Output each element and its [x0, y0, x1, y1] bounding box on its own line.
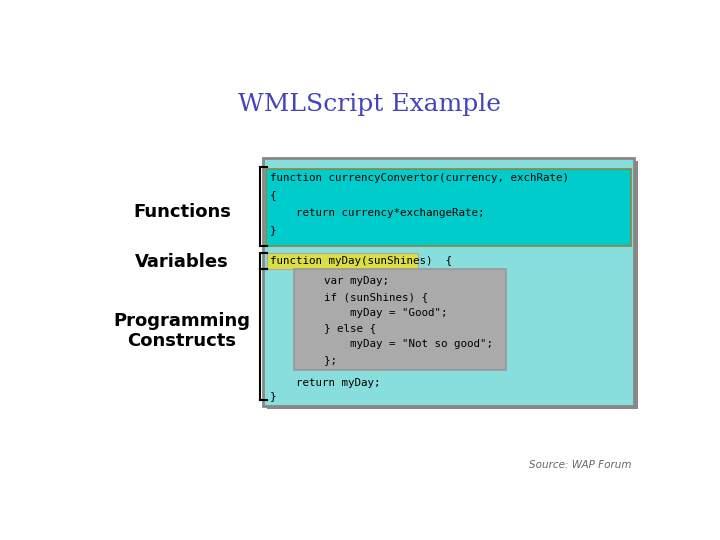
Text: function currencyConvertor(currency, exchRate): function currencyConvertor(currency, exc…	[270, 173, 569, 183]
Text: return myDay;: return myDay;	[270, 378, 380, 388]
Text: myDay = "Not so good";: myDay = "Not so good";	[297, 339, 492, 349]
Text: };: };	[297, 355, 336, 365]
Text: if (sunShines) {: if (sunShines) {	[297, 292, 428, 302]
Bar	[263, 158, 634, 406]
Text: myDay = "Good";: myDay = "Good";	[297, 308, 447, 318]
Text: var myDay;: var myDay;	[297, 276, 389, 286]
Text: Variables: Variables	[135, 253, 229, 271]
Text: }: }	[270, 225, 276, 235]
Text: Functions: Functions	[133, 204, 231, 221]
Bar	[267, 253, 418, 268]
Text: }: }	[270, 391, 276, 401]
Text: } else {: } else {	[297, 323, 376, 333]
Bar	[266, 168, 631, 246]
Bar	[267, 161, 638, 409]
Text: {: {	[270, 191, 276, 200]
Text: function myDay(sunShines)  {: function myDay(sunShines) {	[270, 256, 451, 266]
Bar	[294, 268, 505, 370]
Text: WMLScript Example: WMLScript Example	[238, 93, 500, 116]
Text: return currency*exchangeRate;: return currency*exchangeRate;	[270, 208, 484, 218]
Text: Programming
Constructs: Programming Constructs	[114, 312, 251, 350]
Text: Source: WAP Forum: Source: WAP Forum	[528, 460, 631, 470]
